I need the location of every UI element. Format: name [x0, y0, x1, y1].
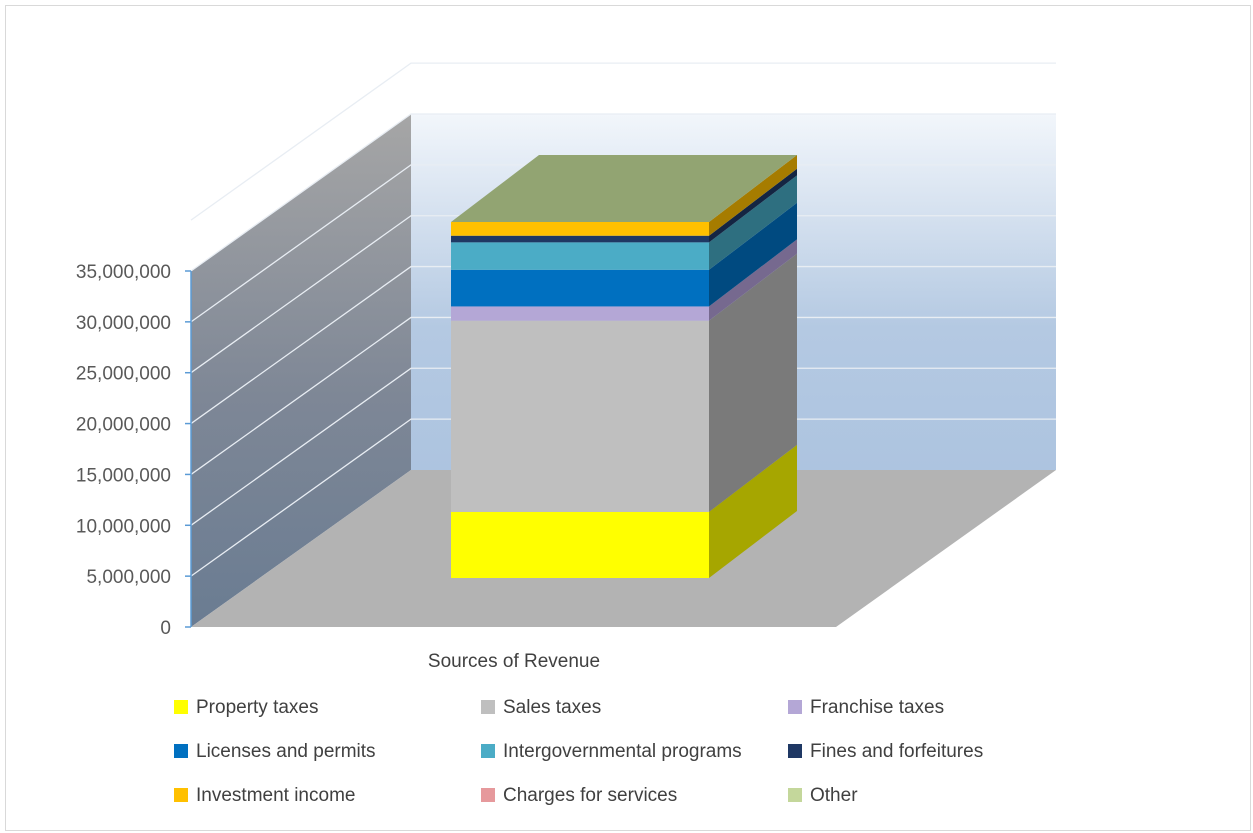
gridlines: [190, 62, 1056, 577]
legend-item: Charges for services: [481, 785, 677, 806]
legend-label: Licenses and permits: [196, 741, 376, 762]
legend-swatch: [481, 744, 495, 758]
bar-segment-front: [451, 235, 709, 243]
bar-segment-front: [451, 269, 709, 307]
legend-swatch: [788, 788, 802, 802]
bar-segment-side: [709, 175, 797, 270]
gridline: [190, 265, 1056, 425]
chart-canvas: 0 5,000,000 10,000,000 15,000,000 20,000,000…: [76, 62, 1056, 806]
legend-swatch: [174, 700, 188, 714]
y-tick-label: 5,000,000: [86, 567, 171, 588]
bar-segment-side: [709, 168, 797, 243]
legend-swatch: [481, 788, 495, 802]
legend-item: Other: [788, 785, 858, 806]
bar-segment-front: [451, 320, 709, 512]
y-axis-ticks: 0 5,000,000 10,000,000 15,000,000 20,000,000…: [76, 262, 191, 639]
y-tick-label: 30,000,000: [76, 313, 171, 334]
chart-area: 0 5,000,000 10,000,000 15,000,000 20,000,000…: [5, 5, 1251, 831]
gridline: [190, 113, 1056, 272]
legend-swatch: [174, 744, 188, 758]
legend: Property taxes Sales taxes Franchise taxes…: [174, 697, 983, 806]
y-tick-label: 0: [160, 618, 171, 639]
bar-segment-side: [709, 444, 797, 578]
legend-swatch: [174, 788, 188, 802]
legend-label: Intergovernmental programs: [503, 741, 742, 762]
bar-segment-side: [709, 155, 797, 236]
legend-swatch: [788, 700, 802, 714]
legend-item: Franchise taxes: [788, 697, 944, 718]
bar-segment-front: [451, 511, 709, 578]
bar-top-face: [451, 155, 797, 222]
legend-item: Licenses and permits: [174, 741, 376, 762]
legend-swatch: [481, 700, 495, 714]
y-tick-label: 25,000,000: [76, 364, 171, 385]
y-tick-label: 35,000,000: [76, 262, 171, 283]
gridline: [190, 316, 1056, 475]
legend-swatch: [788, 744, 802, 758]
legend-item: Intergovernmental programs: [481, 741, 742, 762]
legend-label: Sales taxes: [503, 697, 601, 718]
legend-label: Property taxes: [196, 697, 319, 718]
y-tick-label: 10,000,000: [76, 516, 171, 537]
bar-stack: [451, 155, 797, 578]
legend-item: Investment income: [174, 785, 355, 806]
legend-label: Fines and forfeitures: [810, 741, 983, 762]
gridline: [190, 367, 1056, 526]
bar-segment-side: [709, 239, 797, 321]
legend-item: Fines and forfeitures: [788, 741, 983, 762]
y-tick-label: 15,000,000: [76, 465, 171, 486]
legend-label: Charges for services: [503, 785, 677, 806]
legend-label: Investment income: [196, 785, 355, 806]
x-category-label: Sources of Revenue: [428, 651, 600, 672]
gridline: [190, 164, 1056, 323]
bar-segment-front: [451, 222, 709, 236]
gridline: [190, 215, 1056, 374]
legend-label: Franchise taxes: [810, 697, 944, 718]
gridline: [190, 418, 1056, 577]
side-wall: [191, 114, 411, 627]
legend-item: Property taxes: [174, 697, 319, 718]
legend-item: Sales taxes: [481, 697, 601, 718]
bar-segment-front: [451, 242, 709, 270]
bar-segment-front: [451, 306, 709, 321]
y-tick-label: 20,000,000: [76, 415, 171, 436]
bar-segment-side: [709, 253, 797, 512]
gridline: [190, 62, 1056, 221]
bar-segment-side: [709, 202, 797, 307]
legend-label: Other: [810, 785, 858, 806]
